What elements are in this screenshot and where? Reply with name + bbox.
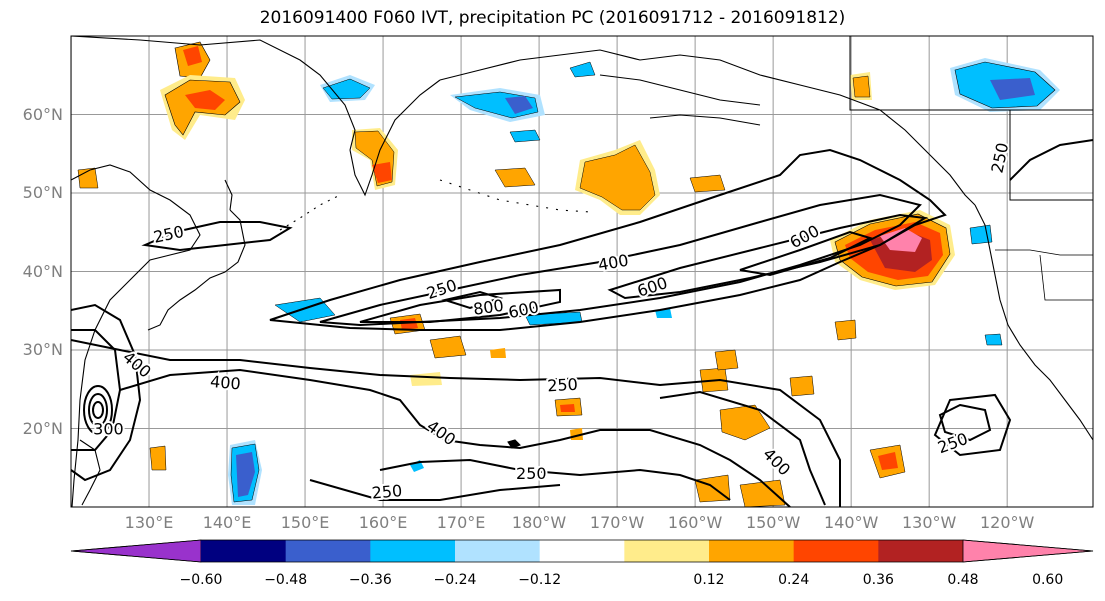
latitude-label: 40°N <box>22 261 63 281</box>
precipitation-shading <box>77 41 1060 507</box>
colorbar-tick-label: 0.36 <box>862 572 894 588</box>
longitude-label: 170°W <box>589 513 645 532</box>
ivt-contour-label: 250 <box>514 462 549 485</box>
svg-text:400: 400 <box>597 251 630 275</box>
latitude-label: 60°N <box>22 104 63 124</box>
colorbar-segment <box>624 540 710 562</box>
longitude-label: 150°E <box>280 513 330 532</box>
coastlines <box>71 36 1093 507</box>
colorbar-segment <box>201 540 287 562</box>
longitude-label: 120°W <box>979 513 1035 532</box>
svg-text:300: 300 <box>93 420 124 439</box>
colorbar-tick-label: 0.12 <box>693 572 725 588</box>
colorbar-tick-label: −0.60 <box>179 572 223 588</box>
colorbar-segment <box>878 540 964 562</box>
longitude-label: 160°E <box>358 513 408 532</box>
colorbar-segment <box>370 540 456 562</box>
colorbar-tick-label: 0.48 <box>947 572 979 588</box>
latitude-label: 20°N <box>22 418 63 438</box>
ivt-contours <box>71 139 1093 507</box>
colorbar-tick-label: −0.36 <box>348 572 392 588</box>
ivt-contour-label: 400 <box>595 249 632 277</box>
longitude-label: 130°E <box>124 513 174 532</box>
longitude-label: 170°E <box>436 513 486 532</box>
longitude-label: 180°W <box>511 513 567 532</box>
colorbar-tick-label: 0.60 <box>1032 572 1064 588</box>
ivt-contour-label: 250 <box>545 373 580 398</box>
longitude-label: 150°W <box>745 513 801 532</box>
colorbar-tick-label: −0.24 <box>433 572 477 588</box>
ivt-contour-label: 300 <box>91 418 126 441</box>
colorbar-segment <box>455 540 541 562</box>
colorbar-extend-high <box>962 539 1094 563</box>
colorbar-segment <box>539 540 625 562</box>
colorbar <box>70 539 1094 563</box>
longitude-label: 160°W <box>667 513 723 532</box>
colorbar-segment <box>709 540 795 562</box>
longitude-label: 140°E <box>202 513 252 532</box>
colorbar-segment <box>285 540 371 562</box>
colorbar-tick-label: −0.12 <box>518 572 562 588</box>
map-frame <box>70 35 1094 508</box>
longitude-label: 140°W <box>823 513 879 532</box>
colorbar-tick-label: 0.24 <box>778 572 810 588</box>
ivt-contour-label: 250 <box>369 479 405 505</box>
colorbar-tick-label: −0.48 <box>264 572 308 588</box>
colorbar-outline <box>70 539 1094 563</box>
ivt-contour-label: 400 <box>207 370 243 396</box>
svg-text:250: 250 <box>371 481 403 503</box>
colorbar-extend-low <box>70 539 202 563</box>
latitude-label: 30°N <box>22 340 63 359</box>
latitude-label: 50°N <box>22 183 63 202</box>
svg-text:250: 250 <box>516 464 547 483</box>
longitude-label: 130°W <box>901 513 957 532</box>
colorbar-segment <box>793 540 879 562</box>
map-title: 2016091400 F060 IVT, precipitation PC (2… <box>259 8 846 28</box>
svg-text:400: 400 <box>209 372 241 394</box>
svg-text:250: 250 <box>547 375 578 396</box>
